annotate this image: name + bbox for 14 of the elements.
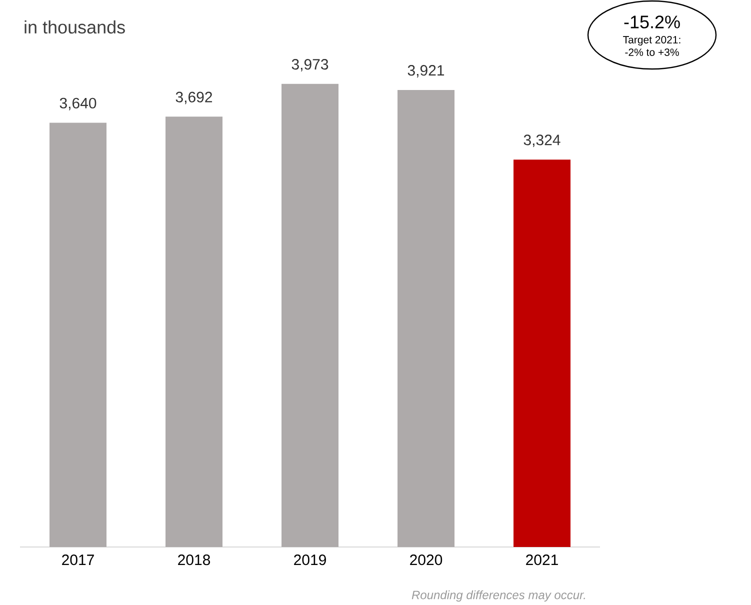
- data-label: 3,692: [176, 92, 212, 104]
- x-tick-label: 2020: [410, 554, 442, 566]
- x-tick-label: 2021: [526, 554, 558, 566]
- data-label: 3,921: [408, 65, 444, 78]
- text: Target 2021: -2% to +3%: [623, 36, 680, 56]
- text: Rounding differences may occur.: [412, 590, 585, 602]
- x-tick-label: 2017: [62, 554, 94, 566]
- data-label: 3,973: [292, 59, 328, 72]
- data-label: 3,640: [60, 98, 96, 110]
- x-tick-label: 2019: [294, 554, 326, 566]
- data-label: 3,324: [524, 134, 560, 148]
- chart-title: in thousands: [24, 20, 125, 34]
- x-tick-label: 2018: [178, 554, 210, 566]
- text: -15.2%: [624, 16, 680, 28]
